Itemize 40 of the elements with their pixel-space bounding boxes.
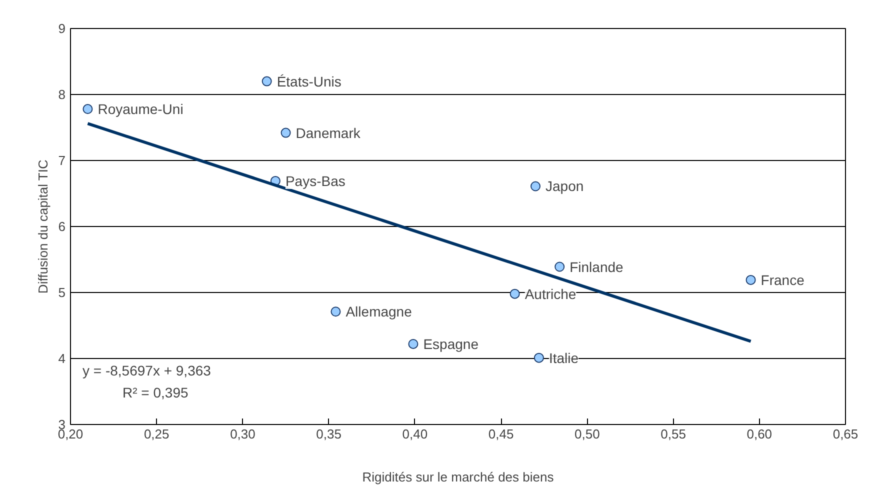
y-tick-label: 4 [58,351,66,366]
annotation: Japon [546,178,584,194]
y-axis-title: Diffusion du capital TIC [35,160,50,294]
point [82,104,93,114]
x-tick-label: 0,35 [316,426,342,442]
annotation: Royaume-Uni [98,101,184,118]
point [746,274,756,285]
annotation: États-Unis [276,73,342,90]
annotation: Autriche [524,286,576,302]
annotation: Italie [548,350,579,366]
x-tick-label: 0,60 [746,426,772,442]
x-tick-label: 0,30 [230,426,256,442]
point [280,128,291,138]
point [510,288,520,299]
y-tick-label: 5 [58,285,66,300]
point [530,181,540,192]
x-tick-label: 0,45 [488,426,514,442]
annotation: France [760,272,805,288]
y-tick-label: 8 [58,87,66,102]
x-tick-label: 0,25 [144,426,170,442]
y-tick-label: 6 [58,219,66,234]
annotation: Espagne [423,336,479,352]
point [534,352,544,363]
point [262,76,272,86]
x-tick-label: 0,50 [574,426,600,442]
point [408,338,418,349]
annotation: Finlande [570,258,624,275]
annotation: y = -8,5697x + 9,363 [82,362,212,378]
annotation: Allemagne [346,304,412,320]
annotation: R² = 0,395 [122,384,188,400]
x-tick-label: 0,55 [660,426,686,442]
annotation: Pays-Bas [285,172,346,189]
annotation: Danemark [296,124,362,141]
x-tick-label: 0,65 [832,426,858,442]
point [330,306,341,317]
x-tick-label: 0,40 [402,426,428,442]
y-tick-label: 7 [58,153,66,168]
y-tick-label: 9 [58,21,66,36]
x-axis-title: Rigidités sur le marché des biens [362,470,554,484]
point [554,262,565,272]
